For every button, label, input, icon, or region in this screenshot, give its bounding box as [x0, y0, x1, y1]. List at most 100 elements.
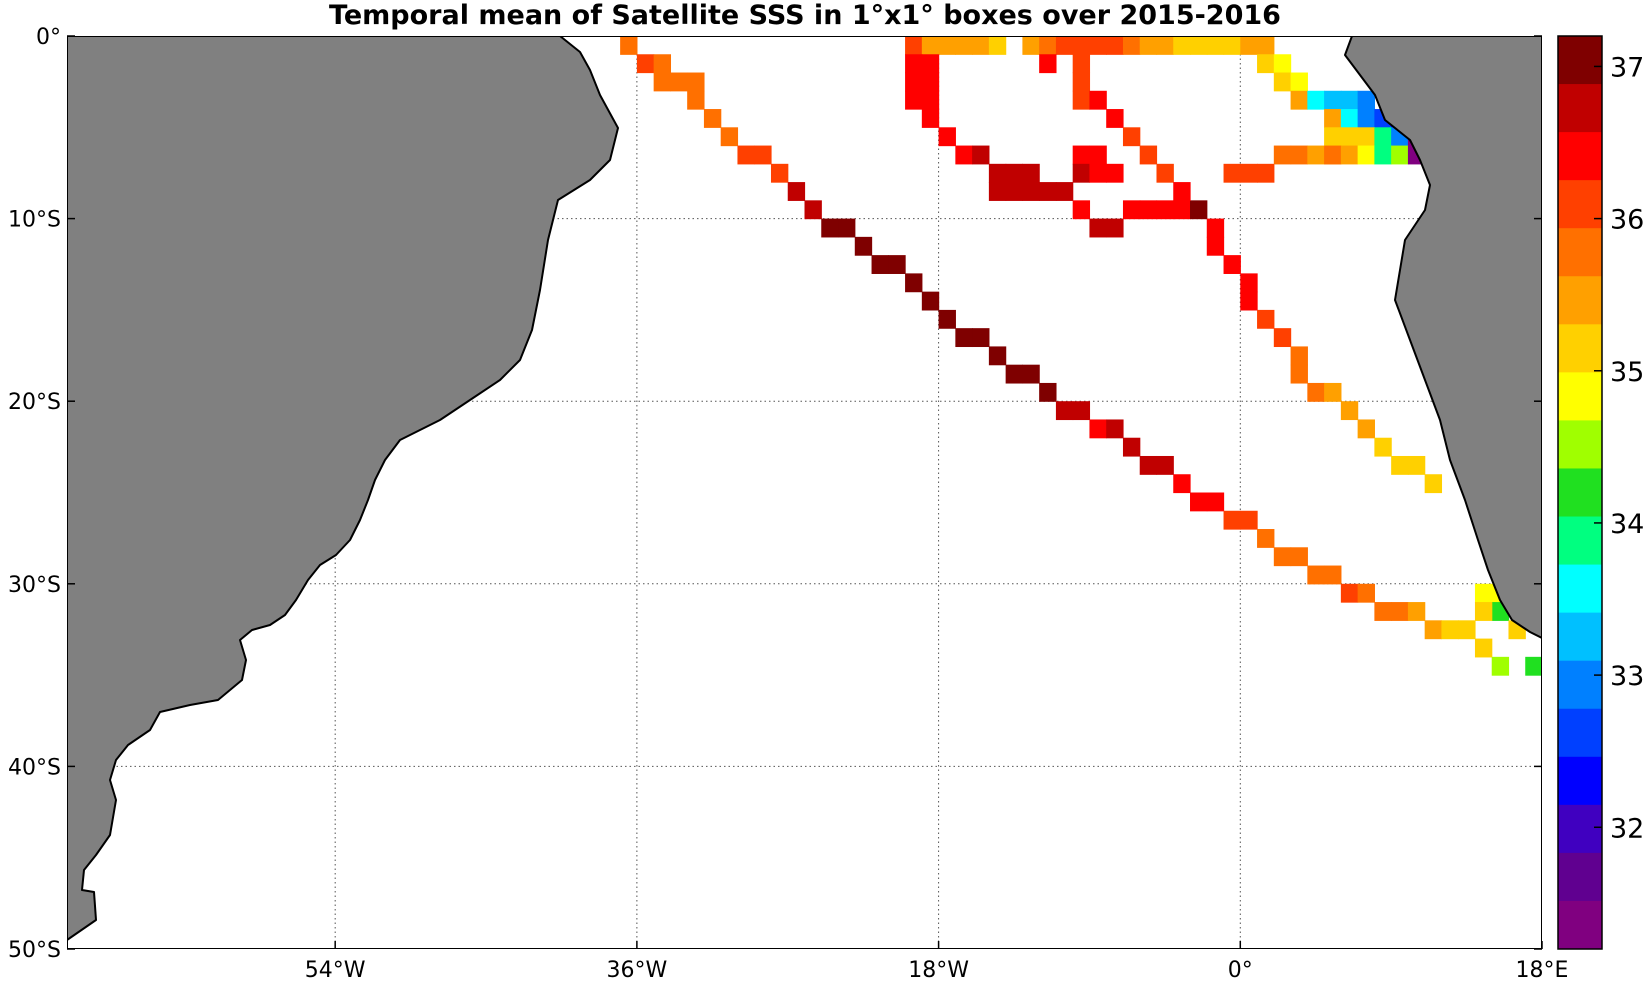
sss-cell — [921, 90, 940, 110]
sss-cell — [1324, 382, 1342, 402]
sss-cell — [1055, 182, 1074, 201]
sss-cell — [1072, 36, 1091, 55]
sss-cell — [1206, 492, 1225, 512]
colorbar-swatch — [1558, 804, 1602, 854]
sss-cell — [636, 54, 655, 74]
y-tick-label: 40°S — [8, 755, 61, 780]
sss-cell — [1190, 200, 1208, 220]
sss-cell — [1173, 182, 1191, 201]
sss-cell — [1072, 163, 1091, 183]
sss-cell — [1106, 419, 1124, 439]
sss-cell — [955, 36, 973, 55]
sss-cell — [1139, 145, 1158, 165]
sss-cell — [1307, 565, 1325, 585]
sss-cell — [1324, 145, 1342, 165]
sss-cell — [1122, 437, 1141, 457]
sss-cell — [1156, 36, 1174, 55]
sss-cell — [620, 36, 638, 55]
sss-cell — [972, 36, 990, 55]
colorbar-swatch — [1558, 516, 1602, 566]
sss-cell — [1257, 309, 1275, 329]
sss-cell — [938, 309, 956, 329]
colorbar-swatch — [1558, 852, 1602, 902]
x-tick-label: 36°W — [607, 958, 668, 982]
sss-cell — [1542, 657, 1559, 676]
sss-cell — [1391, 602, 1409, 621]
colorbar-swatches — [1558, 36, 1602, 950]
colorbar-swatch — [1558, 420, 1602, 469]
sss-cell — [1206, 236, 1225, 256]
y-tick-label: 10°S — [8, 208, 61, 233]
sss-cell — [703, 109, 722, 128]
sss-cell — [905, 273, 923, 293]
colorbar-tick-label: 35 — [1610, 357, 1644, 388]
sss-cell — [1525, 656, 1542, 676]
sss-cell — [1072, 54, 1091, 74]
sss-cell — [1072, 145, 1091, 165]
sss-cell — [1491, 656, 1510, 676]
sss-cell — [1357, 419, 1375, 439]
sss-cell — [687, 72, 705, 92]
colorbar-tick-label: 37 — [1610, 52, 1644, 83]
sss-cell — [1357, 109, 1375, 128]
sss-cell — [1223, 255, 1241, 274]
sss-cell — [1357, 145, 1375, 165]
sss-cell — [1139, 36, 1158, 55]
sss-cell — [838, 218, 856, 238]
sss-cell — [687, 90, 705, 110]
sss-cell — [1458, 620, 1476, 640]
sss-cell — [1223, 36, 1241, 55]
sss-cell — [1039, 382, 1057, 402]
y-tick-label: 0° — [36, 25, 61, 50]
sss-cell — [1055, 36, 1074, 55]
sss-cell — [921, 291, 940, 311]
sss-cell — [1340, 145, 1359, 165]
y-axis-ticks: 0° 10°S 20°S 30°S 40°S 50°S — [8, 25, 1542, 963]
x-axis-ticks: 54°W 36°W 18°W 0° 18°E — [305, 941, 1569, 982]
sss-cell — [1223, 163, 1241, 183]
sss-cell — [1022, 182, 1040, 201]
land-africa — [1344, 36, 1542, 639]
x-tick-label: 0° — [1228, 958, 1253, 982]
sss-cell — [1240, 510, 1258, 530]
sss-cell — [1072, 401, 1091, 421]
sss-cell — [1424, 474, 1443, 494]
sss-cell — [1089, 36, 1107, 55]
sss-cell — [1089, 145, 1107, 165]
sss-cell — [988, 346, 1007, 366]
sss-cell — [1022, 364, 1040, 384]
sss-cell — [1005, 364, 1023, 384]
sss-cell — [1072, 200, 1091, 220]
sss-cell — [905, 36, 923, 55]
x-tick-label: 54°W — [305, 958, 366, 982]
sss-cell — [1257, 163, 1275, 183]
colorbar-swatch — [1558, 564, 1602, 614]
sss-cells — [620, 36, 1559, 676]
sss-cell — [1307, 382, 1325, 402]
sss-cell — [1206, 218, 1225, 238]
colorbar-swatch — [1558, 660, 1602, 710]
sss-cell — [1156, 163, 1174, 183]
sss-cell — [1324, 90, 1342, 110]
x-tick-label: 18°E — [1516, 958, 1569, 982]
sss-cell — [1290, 145, 1308, 165]
sss-cell — [670, 72, 688, 92]
sss-cell — [988, 182, 1007, 201]
y-tick-label: 20°S — [8, 390, 61, 415]
figure-title: Temporal mean of Satellite SSS in 1°x1° … — [329, 0, 1281, 31]
sss-cell — [1089, 218, 1107, 238]
sss-cell — [1039, 54, 1057, 74]
sss-cell — [1391, 145, 1409, 165]
sss-cell — [1374, 145, 1392, 165]
sss-cell — [804, 200, 822, 220]
sss-cell — [1290, 547, 1308, 567]
sss-cell — [1122, 127, 1141, 147]
land-south-america — [67, 36, 619, 941]
sss-cell — [1005, 163, 1023, 183]
sss-cell — [988, 36, 1007, 55]
colorbar-swatch — [1558, 324, 1602, 373]
sss-cell — [1307, 145, 1325, 165]
sss-cell — [921, 54, 940, 74]
colorbar-ticks: 37 36 35 34 33 32 — [1594, 52, 1644, 844]
sss-cell — [1257, 54, 1275, 74]
